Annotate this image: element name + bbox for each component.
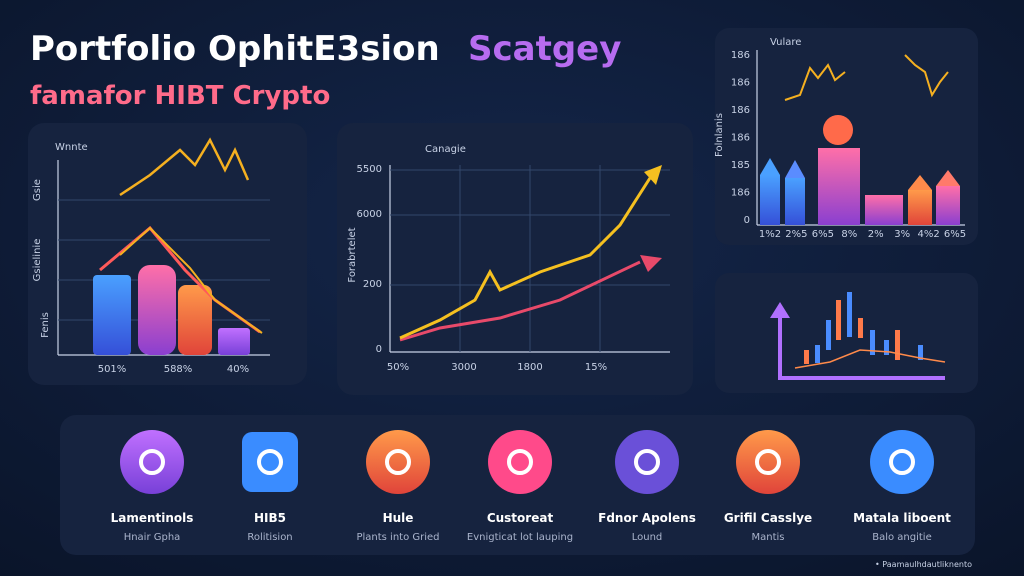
x-label: 1800 (517, 362, 542, 373)
feature-title: Custoreat (487, 511, 554, 525)
subtitle: famafor HIBT Crypto (30, 81, 330, 111)
feature-item: Matala liboent Balo angitie (853, 430, 951, 543)
x-label: 2% (868, 229, 884, 240)
feature-item: Fdnor Apolens Lound (598, 430, 696, 543)
panel-label: Canagie (425, 144, 466, 155)
y-label: 0 (744, 215, 750, 226)
footer: • Paamaulhdautliknento (875, 560, 972, 569)
feature-title: Hule (383, 511, 414, 525)
feature-icon-glyph (889, 449, 915, 475)
y-label: 5500 (357, 164, 382, 175)
panel-bars: Wnnte Gsie Gsielinie Fenis 501% 588% 40% (28, 123, 307, 385)
feature-icon-glyph (385, 449, 411, 475)
x-label: 4%2 (917, 229, 939, 240)
feature-subtitle: Hnair Gpha (124, 532, 181, 543)
feature-subtitle: Rolitision (247, 532, 292, 543)
x-label: 50% (387, 362, 409, 373)
feature-subtitle: Evnigticat lot lauping (467, 532, 573, 543)
y-label: Gsielinie (32, 239, 43, 282)
feature-title: HIB5 (254, 511, 286, 525)
panel-combo: Vulare Folnlanis 186 186 186 186 185 186 0 1%2 2… (714, 28, 978, 245)
y-label: Gsie (32, 179, 43, 201)
x-label: 6%5 (944, 229, 966, 240)
feature-icon-glyph (139, 449, 165, 475)
feature-icon (242, 432, 298, 492)
x-label: 40% (227, 364, 249, 375)
feature-icon-glyph (755, 449, 781, 475)
y-label: 200 (363, 279, 382, 290)
feature-title: Matala liboent (853, 511, 951, 525)
feature-icon (615, 430, 679, 494)
title: Portfolio OphitE3sion (30, 29, 440, 69)
feature-icon (120, 430, 184, 494)
x-label: 15% (585, 362, 607, 373)
feature-title: Lamentinols (111, 511, 194, 525)
feature-icon-glyph (507, 449, 533, 475)
x-label: 1%2 (759, 229, 781, 240)
feature-icon (736, 430, 800, 494)
y-axis-title: Forabrtelet (347, 227, 358, 282)
x-label: 501% (98, 364, 127, 375)
x-label: 6%5 (812, 229, 834, 240)
x-label: 3000 (451, 362, 476, 373)
feature-icon (488, 430, 552, 494)
y-label: Fenis (40, 312, 51, 338)
feature-subtitle: Lound (632, 532, 663, 543)
y-label: 186 (731, 78, 750, 89)
feature-item: HIB5 Rolitision (242, 432, 298, 543)
x-label: 588% (164, 364, 193, 375)
x-label: 8% (841, 229, 857, 240)
y-label: 186 (731, 133, 750, 144)
y-axis-title: Folnlanis (714, 113, 725, 157)
feature-subtitle: Balo angitie (872, 532, 932, 543)
feature-title: Fdnor Apolens (598, 511, 696, 525)
feature-icon (366, 430, 430, 494)
panel-lines: Canagie Forabrtelet 5500 6000 200 0 50% … (337, 123, 693, 395)
y-label: 185 (731, 160, 750, 171)
feature-icon-glyph (257, 449, 283, 475)
feature-item: Custoreat Evnigticat lot lauping (467, 430, 573, 543)
feature-subtitle: Mantis (751, 532, 784, 543)
y-label: 0 (376, 344, 382, 355)
feature-title: Grifil Casslye (724, 511, 812, 525)
y-label: 6000 (357, 209, 382, 220)
panel-label: Wnnte (55, 142, 88, 153)
x-label: 2%5 (785, 229, 807, 240)
feature-icon (870, 430, 934, 494)
feature-item: Lamentinols Hnair Gpha (111, 430, 194, 543)
panel-candles (715, 273, 978, 393)
feature-item: Hule Plants into Gried (356, 430, 440, 543)
feature-item: Grifil Casslye Mantis (724, 430, 812, 543)
y-label: 186 (731, 105, 750, 116)
y-label: 186 (731, 188, 750, 199)
title-accent: Scatgey (468, 29, 621, 69)
feature-icon-glyph (634, 449, 660, 475)
feature-subtitle: Plants into Gried (356, 532, 439, 543)
y-label: 186 (731, 50, 750, 61)
panel-label: Vulare (770, 37, 801, 48)
x-label: 3% (894, 229, 910, 240)
